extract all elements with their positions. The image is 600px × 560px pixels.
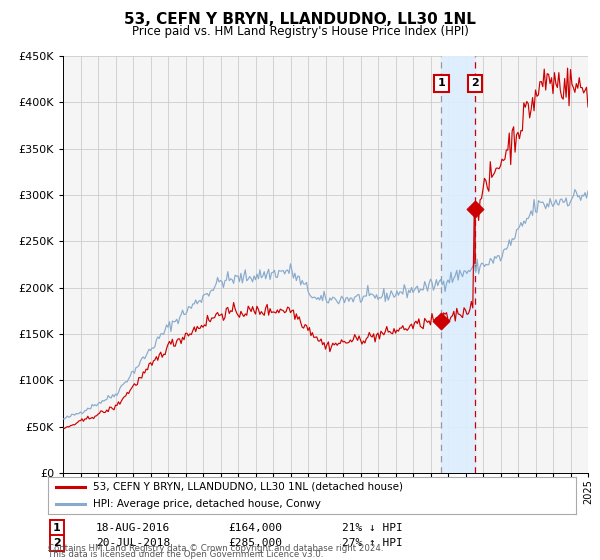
Text: 18-AUG-2016: 18-AUG-2016 [96, 523, 170, 533]
Bar [442, 56, 475, 473]
Text: £164,000: £164,000 [228, 523, 282, 533]
Text: This data is licensed under the Open Government Licence v3.0.: This data is licensed under the Open Gov… [48, 550, 323, 559]
Text: 20-JUL-2018: 20-JUL-2018 [96, 538, 170, 548]
Text: Contains HM Land Registry data © Crown copyright and database right 2024.: Contains HM Land Registry data © Crown c… [48, 544, 383, 553]
Text: 1: 1 [53, 523, 61, 533]
Text: 1: 1 [437, 78, 445, 88]
Text: £285,000: £285,000 [228, 538, 282, 548]
Text: HPI: Average price, detached house, Conwy: HPI: Average price, detached house, Conw… [93, 500, 321, 510]
Point [470, 204, 480, 213]
Text: 53, CEFN Y BRYN, LLANDUDNO, LL30 1NL: 53, CEFN Y BRYN, LLANDUDNO, LL30 1NL [124, 12, 476, 27]
Text: 2: 2 [471, 78, 479, 88]
Point [437, 316, 446, 325]
Text: Price paid vs. HM Land Registry's House Price Index (HPI): Price paid vs. HM Land Registry's House … [131, 25, 469, 38]
Text: 53, CEFN Y BRYN, LLANDUDNO, LL30 1NL (detached house): 53, CEFN Y BRYN, LLANDUDNO, LL30 1NL (de… [93, 482, 403, 492]
Text: 27% ↑ HPI: 27% ↑ HPI [342, 538, 403, 548]
Text: 2: 2 [53, 538, 61, 548]
Text: 21% ↓ HPI: 21% ↓ HPI [342, 523, 403, 533]
